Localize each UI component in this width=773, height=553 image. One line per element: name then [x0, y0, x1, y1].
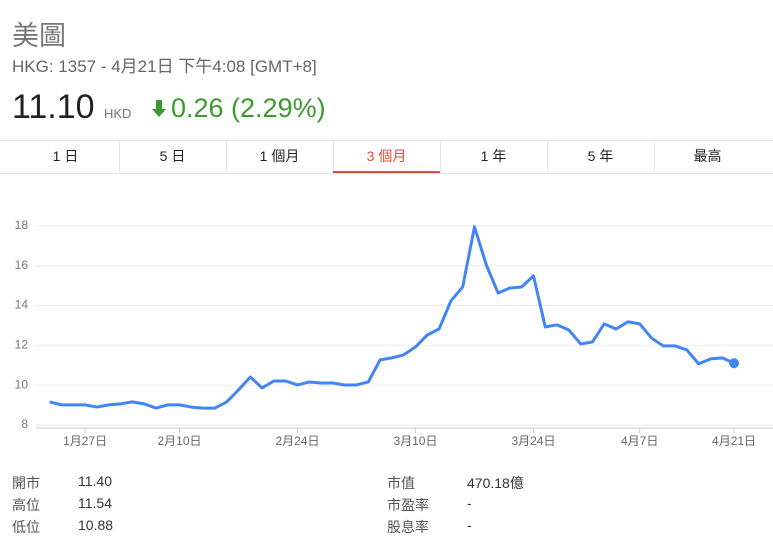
x-tick-label: 4月21日 — [712, 434, 756, 448]
x-tick-label: 3月24日 — [511, 434, 555, 448]
x-tick-label: 4月7日 — [621, 434, 658, 448]
stat-value: 11.40 — [78, 473, 112, 489]
price-line — [49, 225, 735, 410]
stat-value: 10.88 — [78, 517, 114, 533]
y-tick-label: 14 — [15, 298, 29, 312]
chart: 8 10 12 14 16 18 1月27日 2月10日 2月24日 3月10日 3月24日 4月7日… — [15, 218, 773, 448]
price: 11.10 — [12, 88, 95, 126]
stat-label: 股息率 — [387, 519, 429, 535]
range-tab[interactable]: 5 年 — [547, 141, 654, 172]
stat-label: 市盈率 — [387, 497, 429, 513]
y-tick-label: 18 — [15, 218, 29, 232]
last-point — [729, 358, 740, 369]
stat-value: - — [467, 517, 472, 533]
range-tab[interactable]: 1 年 — [440, 141, 547, 172]
y-tick-label: 10 — [15, 377, 29, 391]
stat-value: 11.54 — [78, 495, 112, 511]
range-tab[interactable]: 5 日 — [119, 141, 226, 172]
stock-subtitle: HKG: 1357 - 4月21日 下午4:08 [GMT+8] — [12, 57, 317, 76]
stock-name: 美圖 — [12, 21, 66, 51]
price-change: 0.26 (2.29%) — [171, 93, 326, 123]
x-tick-label: 2月24日 — [275, 434, 319, 448]
currency: HKD — [104, 106, 132, 121]
x-tick-label: 2月10日 — [157, 434, 201, 448]
stat-value: - — [467, 495, 472, 511]
range-tab[interactable]: 3 個月 — [333, 141, 440, 173]
y-tick-label: 16 — [15, 258, 29, 272]
range-tab[interactable]: 最高 — [693, 148, 722, 164]
x-tick-label: 3月10日 — [393, 434, 437, 448]
stat-label: 低位 — [12, 519, 40, 535]
down-arrow-icon — [152, 100, 166, 117]
range-tab[interactable]: 1 個月 — [226, 141, 333, 172]
y-tick-label: 12 — [15, 338, 29, 352]
stat-label: 高位 — [12, 497, 40, 513]
stat-label: 開市 — [12, 475, 40, 491]
stat-label: 市值 — [387, 475, 415, 491]
x-tick-label: 1月27日 — [63, 434, 107, 448]
stat-value: 470.18億 — [467, 475, 524, 491]
range-tab[interactable]: 1 日 — [12, 141, 119, 172]
y-tick-label: 8 — [21, 417, 28, 431]
